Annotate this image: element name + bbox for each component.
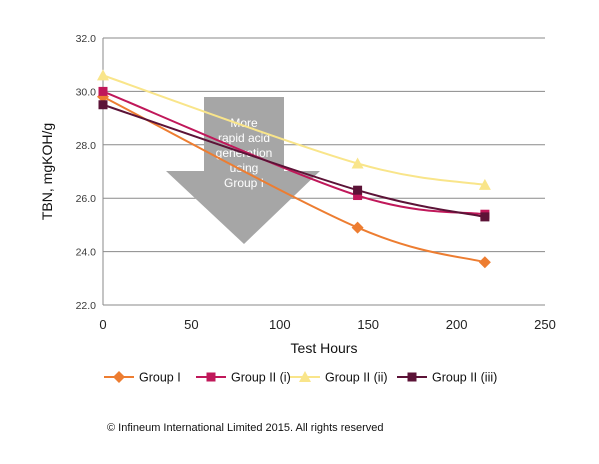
x-axis-title: Test Hours (291, 340, 358, 356)
data-point (351, 221, 364, 234)
legend-item: Group I (104, 371, 181, 385)
series-3 (97, 69, 491, 190)
gridlines (103, 37, 545, 306)
legend-label: Group II (iii) (432, 371, 497, 385)
y-tick-label: 30.0 (76, 86, 97, 98)
data-point (98, 86, 108, 96)
y-tick-label: 26.0 (76, 193, 97, 205)
x-tick-label: 0 (99, 317, 106, 332)
legend-item: Group II (iii) (397, 371, 497, 385)
series-line (102, 95, 486, 264)
annotation-text-line: rapid acid (218, 131, 270, 145)
series-4 (98, 100, 490, 222)
y-tick-label: 22.0 (76, 300, 97, 312)
data-point (353, 185, 363, 195)
y-tick-label: 24.0 (76, 247, 97, 259)
series-line (102, 74, 486, 186)
legend: Group I Group II (i) Group II (ii) Group II… (104, 371, 497, 385)
data-point (351, 157, 364, 169)
annotation-text-line: More (230, 116, 258, 130)
legend-label: Group II (ii) (325, 371, 388, 385)
annotation-text-line: using (230, 161, 259, 175)
x-tick-label: 150 (357, 317, 379, 332)
legend-marker (206, 372, 216, 382)
x-tick-label: 250 (534, 317, 556, 332)
series-2 (98, 86, 490, 219)
data-point (353, 191, 363, 201)
x-tick-label: 100 (269, 317, 291, 332)
x-tick-label: 50 (184, 317, 198, 332)
data-point (480, 212, 490, 222)
tick-labels: 22.0 24.0 26.0 28.0 30.0 32.0 0 50 100 150 200 250 (76, 33, 556, 332)
series-line (102, 103, 486, 218)
legend-item: Group II (ii) (290, 371, 388, 385)
data-point (478, 178, 491, 190)
legend-item: Group II (i) (196, 371, 291, 385)
x-tick-label: 200 (446, 317, 468, 332)
legend-marker (113, 371, 125, 383)
y-tick-label: 28.0 (76, 140, 97, 152)
legend-label: Group II (i) (231, 371, 291, 385)
annotation-text-line: Group I (224, 176, 264, 190)
copyright-notice: © Infineum International Limited 2015. A… (107, 422, 384, 434)
data-point (97, 69, 109, 81)
series-layer (97, 69, 491, 269)
legend-marker (299, 371, 311, 382)
y-axis-title: TBN, mgKOH/g (39, 123, 55, 220)
y-tick-label: 32.0 (76, 33, 97, 45)
legend-marker (407, 372, 417, 382)
legend-label: Group I (139, 371, 181, 385)
data-point (98, 100, 108, 110)
data-point (478, 256, 491, 269)
